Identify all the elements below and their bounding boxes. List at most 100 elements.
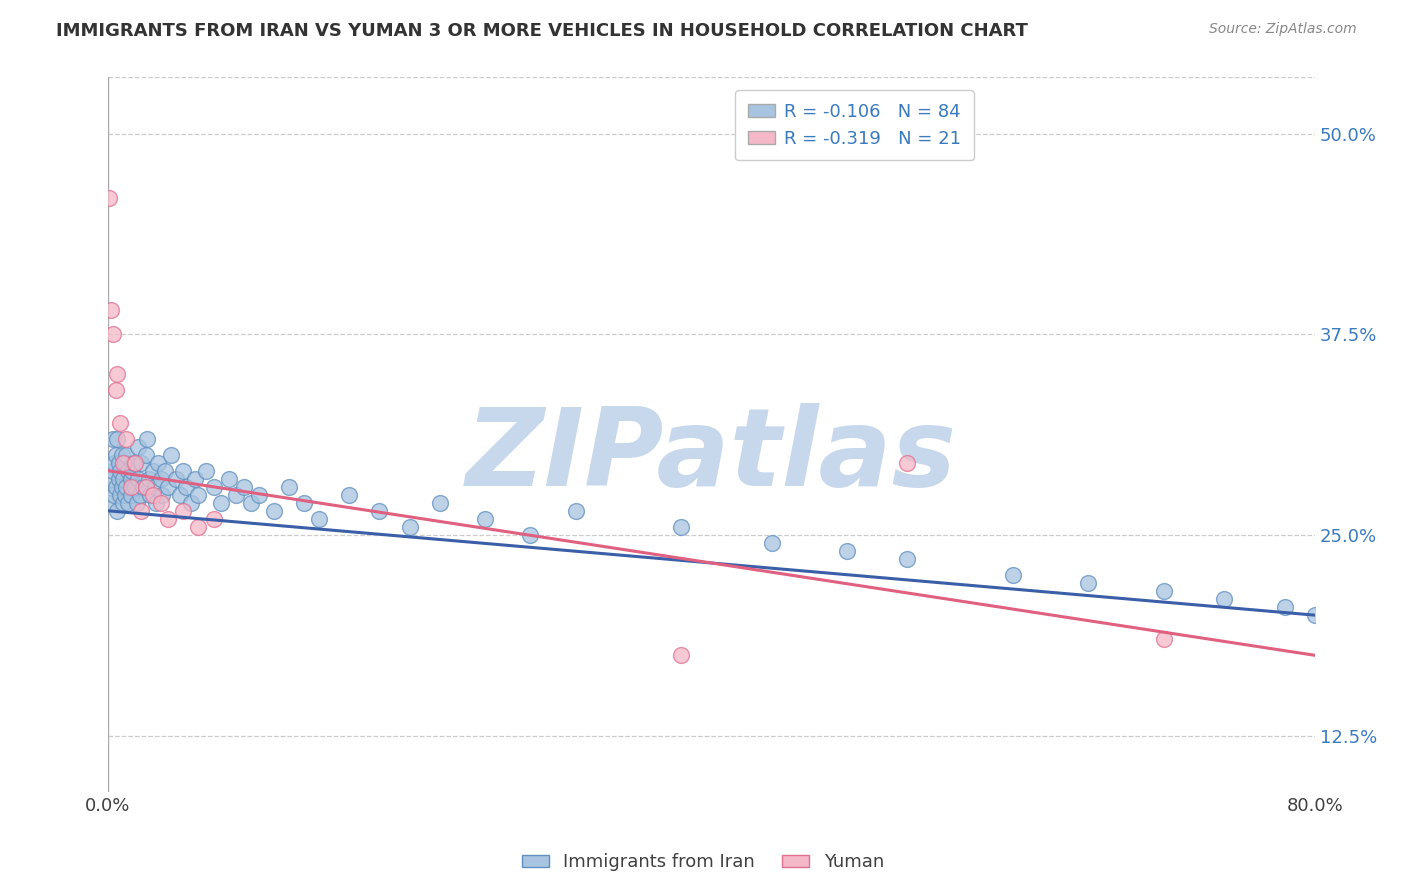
Point [1077,576,1099,591]
Point [368,504,391,518]
Point [263,504,285,518]
Point [292,496,315,510]
Point [169,488,191,502]
Point [1213,592,1236,607]
Point [187,520,209,534]
Point [1303,608,1326,623]
Text: IMMIGRANTS FROM IRAN VS YUMAN 3 OR MORE VEHICLES IN HOUSEHOLD CORRELATION CHART: IMMIGRANTS FROM IRAN VS YUMAN 3 OR MORE … [56,22,1028,40]
Legend: R = -0.106   N = 84, R = -0.319   N = 21: R = -0.106 N = 84, R = -0.319 N = 21 [735,90,974,161]
Point [135,480,157,494]
Point [669,520,692,534]
Point [100,472,122,486]
Point [209,496,232,510]
Point [669,648,692,663]
Point [195,464,218,478]
Point [107,456,129,470]
Point [98,191,121,205]
Point [180,496,202,510]
Point [128,488,150,502]
Point [172,464,194,478]
Point [125,496,148,510]
Point [761,536,783,550]
Point [519,528,541,542]
Point [896,456,918,470]
Point [115,432,138,446]
Point [108,416,131,430]
Point [247,488,270,502]
Point [98,496,121,510]
Point [155,464,177,478]
Point [108,464,131,478]
Point [112,456,135,470]
Point [278,480,301,494]
Point [149,472,172,486]
Point [127,440,149,454]
Point [101,327,124,342]
Point [143,480,166,494]
Point [165,472,187,486]
Point [429,496,451,510]
Point [115,448,138,462]
Point [120,480,142,494]
Point [101,464,124,478]
Point [1002,568,1025,582]
Point [122,456,145,470]
Point [142,464,165,478]
Point [187,488,209,502]
Point [835,544,858,558]
Point [157,512,180,526]
Point [100,303,122,318]
Legend: Immigrants from Iran, Yuman: Immigrants from Iran, Yuman [515,847,891,879]
Point [225,488,247,502]
Point [136,432,159,446]
Point [172,504,194,518]
Point [104,384,127,398]
Point [202,480,225,494]
Point [103,488,125,502]
Point [129,504,152,518]
Point [398,520,420,534]
Point [115,480,138,494]
Point [149,496,172,510]
Point [101,432,124,446]
Point [110,448,132,462]
Point [120,488,142,502]
Point [114,456,136,470]
Point [157,480,180,494]
Point [474,512,496,526]
Point [107,472,129,486]
Point [104,448,127,462]
Point [135,448,157,462]
Point [232,480,254,494]
Point [131,480,153,494]
Point [1274,600,1296,615]
Point [117,464,139,478]
Point [146,456,169,470]
Point [105,432,128,446]
Text: Source: ZipAtlas.com: Source: ZipAtlas.com [1209,22,1357,37]
Point [124,480,146,494]
Point [308,512,330,526]
Point [138,472,160,486]
Point [176,480,198,494]
Point [145,496,167,510]
Point [129,456,152,470]
Point [184,472,207,486]
Point [112,472,135,486]
Point [120,472,142,486]
Point [160,448,183,462]
Point [202,512,225,526]
Point [1153,632,1175,647]
Point [108,488,131,502]
Point [124,456,146,470]
Text: ZIPatlas: ZIPatlas [465,403,957,509]
Point [896,552,918,566]
Point [127,472,149,486]
Point [117,496,139,510]
Point [112,496,135,510]
Point [105,368,128,382]
Point [564,504,586,518]
Point [142,488,165,502]
Point [150,488,173,502]
Point [240,496,263,510]
